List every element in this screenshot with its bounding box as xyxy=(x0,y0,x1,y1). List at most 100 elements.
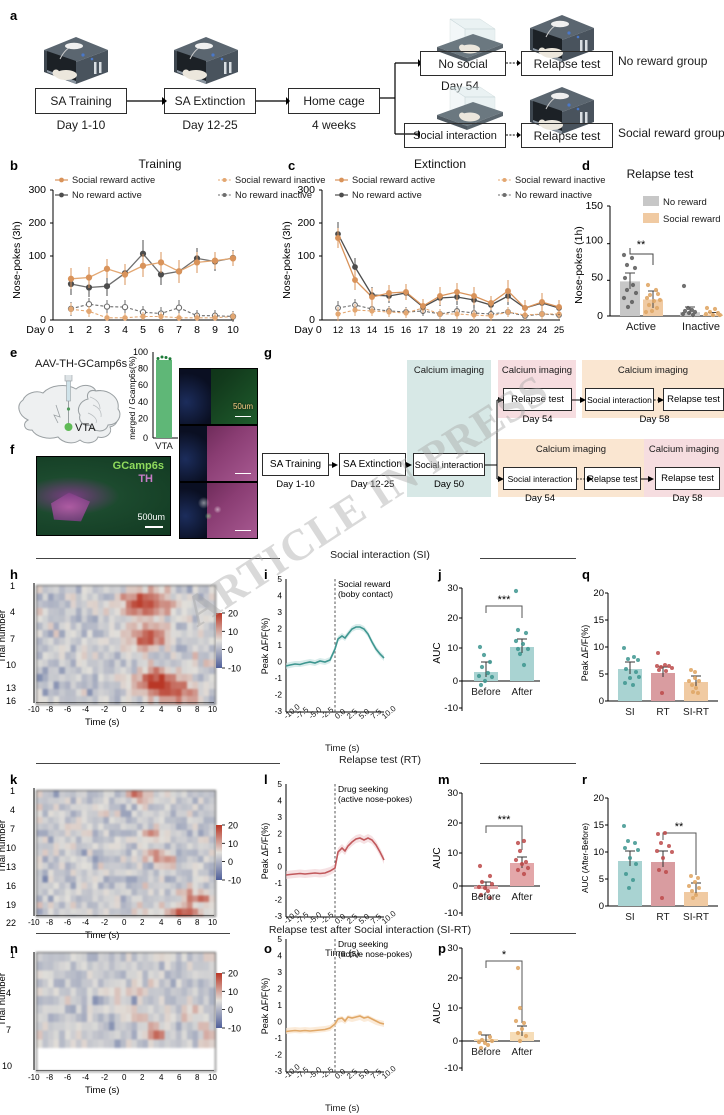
svg-text:Peak ΔF/F(%): Peak ΔF/F(%) xyxy=(260,823,270,880)
svg-text:**: ** xyxy=(675,821,684,833)
svg-text:-3: -3 xyxy=(275,1066,283,1076)
svg-text:100: 100 xyxy=(297,250,315,262)
svg-text:0: 0 xyxy=(597,310,603,322)
svg-text:(active nose-pokes): (active nose-pokes) xyxy=(338,794,412,804)
svg-text:0: 0 xyxy=(143,433,148,443)
svg-text:3: 3 xyxy=(277,607,282,617)
svg-text:AUC: AUC xyxy=(432,1002,443,1023)
svg-text:0: 0 xyxy=(277,862,282,872)
svg-text:10: 10 xyxy=(593,847,604,858)
svg-text:Social reward: Social reward xyxy=(663,214,721,225)
svg-text:0: 0 xyxy=(453,1036,458,1047)
svg-text:0: 0 xyxy=(228,857,233,867)
svg-text:No reward active: No reward active xyxy=(72,190,142,200)
svg-text:10: 10 xyxy=(593,642,604,653)
svg-text:4: 4 xyxy=(277,796,282,806)
svg-text:10: 10 xyxy=(447,1003,458,1014)
svg-text:16: 16 xyxy=(401,325,411,335)
svg-text:SI: SI xyxy=(625,707,634,718)
svg-text:25: 25 xyxy=(554,325,564,335)
svg-text:1: 1 xyxy=(277,640,282,650)
svg-text:(active nose-pokes): (active nose-pokes) xyxy=(338,949,412,959)
svg-text:Inactive: Inactive xyxy=(682,321,720,333)
svg-text:0: 0 xyxy=(277,657,282,667)
svg-text:5: 5 xyxy=(140,324,146,336)
svg-text:-3: -3 xyxy=(275,706,283,716)
svg-text:50: 50 xyxy=(591,271,603,283)
svg-text:Before: Before xyxy=(471,892,501,903)
svg-text:23: 23 xyxy=(520,325,530,335)
svg-text:1: 1 xyxy=(277,1000,282,1010)
svg-text:200: 200 xyxy=(297,217,315,229)
svg-text:VTA: VTA xyxy=(155,441,173,452)
svg-text:20: 20 xyxy=(228,609,238,619)
svg-text:SI: SI xyxy=(625,912,634,923)
svg-text:3: 3 xyxy=(277,967,282,977)
svg-text:5: 5 xyxy=(599,874,604,885)
svg-text:(boby contact): (boby contact) xyxy=(338,589,393,599)
svg-text:20: 20 xyxy=(228,821,238,831)
svg-text:3: 3 xyxy=(277,812,282,822)
svg-text:5: 5 xyxy=(599,669,604,680)
svg-text:Drug seeking: Drug seeking xyxy=(338,939,388,949)
svg-text:100: 100 xyxy=(28,250,46,262)
svg-text:Peak ΔF/F(%): Peak ΔF/F(%) xyxy=(260,978,270,1035)
svg-text:100: 100 xyxy=(133,347,148,357)
svg-text:17: 17 xyxy=(418,325,428,335)
svg-text:60: 60 xyxy=(138,380,148,390)
svg-text:Social reward active: Social reward active xyxy=(352,175,435,185)
svg-text:Day 0: Day 0 xyxy=(26,324,54,336)
svg-text:-1: -1 xyxy=(275,878,283,888)
svg-text:-2: -2 xyxy=(275,1050,283,1060)
svg-text:-10: -10 xyxy=(444,908,458,919)
svg-text:-1: -1 xyxy=(275,673,283,683)
svg-text:No reward: No reward xyxy=(663,197,707,208)
svg-text:9: 9 xyxy=(212,324,218,336)
svg-text:RT: RT xyxy=(656,912,669,923)
svg-text:80: 80 xyxy=(138,364,148,374)
svg-text:-10: -10 xyxy=(228,876,241,886)
svg-text:merged / Gcamp6s(%): merged / Gcamp6s(%) xyxy=(127,356,137,440)
svg-text:12: 12 xyxy=(333,325,343,335)
svg-text:4: 4 xyxy=(122,324,128,336)
svg-text:4: 4 xyxy=(277,591,282,601)
svg-text:1: 1 xyxy=(68,324,74,336)
svg-text:20: 20 xyxy=(469,325,479,335)
svg-text:6: 6 xyxy=(158,324,164,336)
svg-text:20: 20 xyxy=(593,793,604,804)
svg-text:0: 0 xyxy=(453,881,458,892)
svg-text:Peak ΔF/F(%): Peak ΔF/F(%) xyxy=(260,618,270,675)
svg-text:RT: RT xyxy=(656,707,669,718)
svg-text:10: 10 xyxy=(228,839,238,849)
svg-text:After: After xyxy=(511,1047,533,1058)
svg-text:10: 10 xyxy=(447,848,458,859)
svg-text:No reward active: No reward active xyxy=(352,190,422,200)
svg-text:2: 2 xyxy=(277,624,282,634)
svg-text:0: 0 xyxy=(228,645,233,655)
svg-text:2: 2 xyxy=(86,324,92,336)
svg-text:AUC: AUC xyxy=(432,847,443,868)
svg-text:Nose-pokes (3h): Nose-pokes (3h) xyxy=(11,221,23,299)
svg-text:Day 0: Day 0 xyxy=(294,324,322,336)
svg-text:0: 0 xyxy=(228,1005,233,1015)
svg-text:-10: -10 xyxy=(444,1063,458,1074)
svg-text:Peak ΔF/F(%): Peak ΔF/F(%) xyxy=(580,625,590,682)
svg-text:Social reward inactive: Social reward inactive xyxy=(515,175,605,185)
svg-text:0: 0 xyxy=(599,901,604,912)
svg-text:After: After xyxy=(511,892,533,903)
svg-text:1: 1 xyxy=(277,845,282,855)
svg-text:AUC (After-Before): AUC (After-Before) xyxy=(580,823,590,893)
svg-text:-2: -2 xyxy=(275,895,283,905)
svg-text:-3: -3 xyxy=(275,911,283,921)
svg-text:30: 30 xyxy=(447,583,458,594)
svg-text:***: *** xyxy=(498,594,512,606)
svg-text:40: 40 xyxy=(138,397,148,407)
svg-text:5: 5 xyxy=(277,934,282,944)
svg-text:After: After xyxy=(511,687,533,698)
svg-text:***: *** xyxy=(498,814,512,826)
svg-text:10: 10 xyxy=(447,643,458,654)
svg-text:20: 20 xyxy=(228,969,238,979)
svg-text:AUC: AUC xyxy=(432,642,443,663)
svg-text:15: 15 xyxy=(384,325,394,335)
svg-text:8: 8 xyxy=(194,324,200,336)
